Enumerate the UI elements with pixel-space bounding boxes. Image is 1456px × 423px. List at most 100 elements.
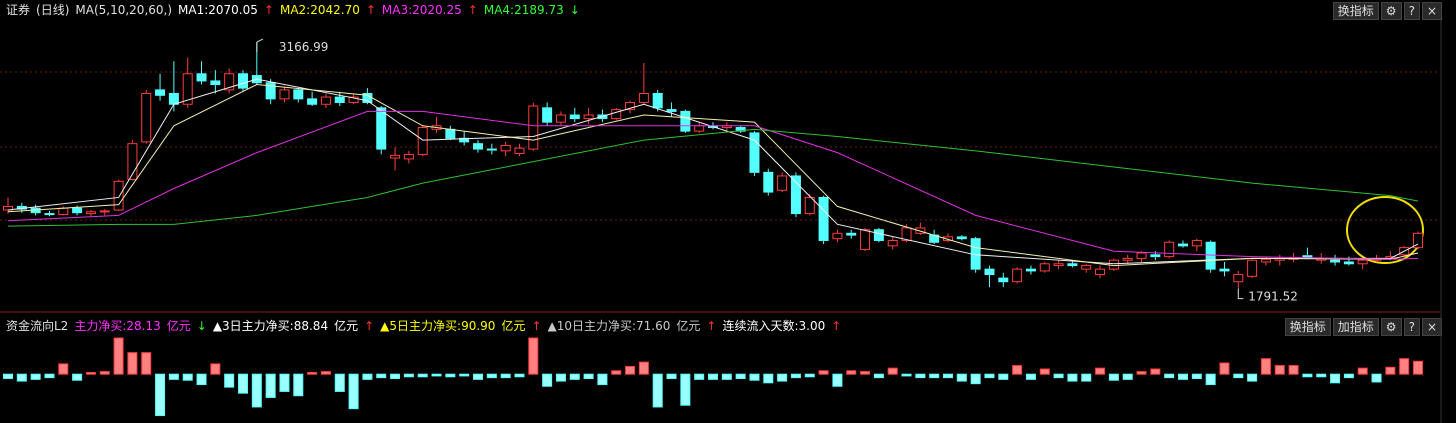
flow-bar bbox=[846, 370, 857, 375]
candle-body bbox=[58, 207, 69, 215]
candle-body bbox=[1219, 268, 1230, 272]
header-text: ↓ bbox=[569, 3, 580, 17]
header-text: 证券 bbox=[6, 3, 31, 17]
flow-bar bbox=[749, 373, 760, 381]
button[interactable]: 加指标 bbox=[1332, 318, 1379, 336]
candle-body bbox=[127, 143, 138, 181]
button[interactable]: ? bbox=[1403, 2, 1420, 20]
flow-bar bbox=[58, 363, 69, 375]
flow-bar bbox=[1150, 368, 1161, 375]
flow-bar bbox=[362, 373, 373, 380]
flow-bar bbox=[1371, 373, 1382, 383]
header-text: ▲10日主力净买:71.60 bbox=[547, 319, 671, 333]
header-text: MA1:2070.05 bbox=[178, 3, 258, 17]
header-text: MA4:2189.73 bbox=[483, 3, 564, 17]
candle-body bbox=[1039, 263, 1050, 272]
button[interactable]: × bbox=[1421, 2, 1442, 20]
flow-bar bbox=[500, 373, 511, 379]
flow-bar bbox=[832, 373, 843, 387]
header-text: 亿元 bbox=[676, 319, 701, 333]
candle-body bbox=[1053, 263, 1064, 267]
button[interactable]: ⚙ bbox=[1380, 2, 1402, 20]
flow-bar bbox=[1343, 373, 1354, 379]
flow-bar bbox=[168, 373, 179, 380]
flow-bar bbox=[943, 373, 953, 379]
candle-body bbox=[1122, 257, 1133, 261]
flow-bar bbox=[735, 373, 746, 380]
flow-bar bbox=[680, 373, 691, 406]
candle-body bbox=[210, 80, 221, 86]
candle-body bbox=[99, 210, 110, 213]
candle-body bbox=[141, 92, 152, 143]
candle-body bbox=[279, 89, 290, 100]
flow-bar bbox=[3, 373, 13, 380]
candle-body bbox=[44, 213, 55, 216]
candle-body bbox=[168, 92, 179, 105]
candle-body bbox=[583, 114, 594, 120]
header-text: 亿元 bbox=[334, 319, 359, 333]
flow-bar bbox=[1219, 362, 1230, 375]
candle-body bbox=[334, 96, 345, 103]
flow-bar bbox=[542, 373, 553, 387]
flow-bar bbox=[818, 370, 829, 375]
flow-bar bbox=[1413, 360, 1423, 375]
button[interactable]: ⚙ bbox=[1380, 318, 1402, 336]
flow-bar bbox=[238, 373, 248, 394]
candle-body bbox=[403, 153, 414, 160]
candle-body bbox=[887, 239, 898, 247]
flow-bar bbox=[929, 373, 940, 379]
flow-bar bbox=[99, 371, 110, 375]
flow-bar bbox=[334, 373, 345, 392]
flow-bar bbox=[1247, 373, 1258, 382]
header-text: MA3:2020.25 bbox=[381, 3, 462, 17]
header-text: ↑ bbox=[531, 319, 542, 333]
flow-bar bbox=[708, 373, 718, 380]
candle-body bbox=[818, 196, 829, 241]
flow-bar bbox=[1053, 373, 1064, 379]
flow-bar bbox=[1081, 373, 1092, 382]
flow-bar bbox=[390, 373, 401, 380]
candle-body bbox=[1357, 259, 1368, 265]
highlight-circle bbox=[1346, 196, 1424, 264]
flow-bar bbox=[1330, 373, 1341, 384]
header-text: ▲5日主力净买:90.90 bbox=[380, 319, 496, 333]
button[interactable]: 换指标 bbox=[1284, 318, 1331, 336]
candle-body bbox=[1095, 268, 1106, 276]
flow-bar bbox=[873, 373, 884, 379]
candle-body bbox=[1330, 259, 1341, 263]
flow-bar bbox=[113, 337, 124, 375]
candle-body bbox=[984, 268, 995, 276]
flow-bar bbox=[30, 373, 41, 380]
flow-bar bbox=[348, 373, 359, 410]
grid bbox=[0, 71, 1440, 221]
flow-bar bbox=[1288, 365, 1299, 375]
candle-body bbox=[3, 205, 13, 211]
button[interactable]: 换指标 bbox=[1332, 2, 1379, 20]
main-header: 证券 (日线) MA(5,10,20,60,) MA1:2070.05 ↑ MA2:204… bbox=[6, 2, 580, 18]
flow-bar bbox=[1012, 365, 1023, 375]
flow-bar bbox=[293, 373, 304, 397]
flow-bar bbox=[307, 371, 318, 375]
candle-body bbox=[666, 109, 677, 112]
flow-bar bbox=[1178, 373, 1188, 380]
flow-bar bbox=[666, 373, 677, 380]
flow-bar bbox=[901, 373, 912, 377]
flow-bar bbox=[279, 373, 290, 392]
flow-bar bbox=[1302, 373, 1313, 378]
candle-body bbox=[1025, 268, 1036, 272]
flow-bar bbox=[72, 373, 83, 381]
header-text: MA(5,10,20,60,) bbox=[75, 3, 173, 17]
flow-bar bbox=[1122, 373, 1133, 380]
flow-bar bbox=[320, 371, 331, 375]
flow-bar bbox=[652, 373, 663, 408]
button[interactable]: ? bbox=[1403, 318, 1420, 336]
candle-body bbox=[238, 73, 248, 89]
flow-bar bbox=[1191, 373, 1202, 380]
flow-bar bbox=[210, 363, 221, 375]
candle-body bbox=[680, 110, 691, 132]
flow-bar bbox=[998, 373, 1009, 380]
header-text: 连续流入天数:3.00 bbox=[722, 319, 826, 333]
candle-body bbox=[1191, 239, 1202, 247]
candle-body bbox=[777, 175, 788, 191]
candle-body bbox=[348, 96, 359, 103]
